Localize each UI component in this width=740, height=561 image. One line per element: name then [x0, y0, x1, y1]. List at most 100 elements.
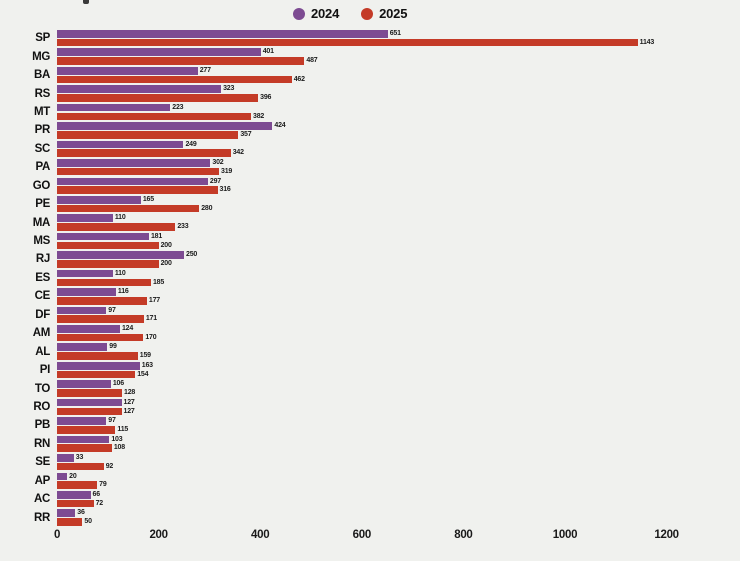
value-label: 33 [75, 454, 84, 462]
category-label: SP [35, 32, 50, 45]
value-label: 170 [145, 333, 157, 341]
category-label: PR [34, 124, 51, 137]
category-label: AC [33, 493, 50, 506]
bar-2025 [57, 352, 138, 360]
bar-2025 [57, 75, 292, 84]
category-label: RJ [35, 253, 50, 266]
category-label: GO [32, 179, 51, 192]
legend-label: 2024 [311, 6, 340, 21]
value-label: 79 [99, 481, 107, 489]
bar-2024 [57, 417, 107, 425]
category-label: RR [33, 511, 50, 524]
bar-2025 [57, 57, 305, 65]
bar-2025 [57, 94, 259, 102]
chart-row: AP 20 79 [0, 472, 740, 490]
legend-item-2025: 2025 [361, 6, 407, 21]
bar-2025 [57, 296, 147, 305]
value-label: 92 [105, 462, 114, 470]
chart-row: MT 223 382 [0, 103, 740, 121]
category-label: PA [35, 161, 50, 174]
bar-2024 [57, 343, 108, 352]
value-label: 277 [199, 66, 211, 74]
value-label: 163 [141, 361, 153, 369]
chart-row: RO 127 127 [0, 398, 740, 416]
bar-2024 [57, 85, 222, 93]
value-label: 319 [221, 167, 233, 175]
chart-row: TO 106 128 [0, 379, 740, 397]
bar-2024 [57, 251, 184, 259]
value-label: 249 [185, 140, 197, 148]
chart-row: RN 103 108 [0, 435, 740, 453]
x-tick-label: 1200 [654, 529, 679, 541]
value-label: 115 [117, 426, 129, 433]
value-label: 424 [274, 122, 286, 130]
value-label: 99 [109, 343, 117, 351]
bar-2024 [57, 490, 91, 499]
value-label: 302 [212, 159, 224, 167]
category-label: AM [32, 327, 51, 340]
category-label: RS [34, 87, 51, 100]
bar-2024 [57, 509, 76, 517]
value-label: 110 [114, 269, 126, 277]
chart-row: AM 124 170 [0, 324, 740, 342]
value-label: 297 [209, 177, 221, 185]
bar-2024 [57, 435, 110, 444]
bar-2025 [57, 407, 122, 416]
value-label: 250 [186, 251, 198, 259]
category-label: PE [35, 198, 50, 211]
value-label: 357 [240, 131, 252, 138]
x-axis: 0 200 400 600 800 1000 1200 [0, 529, 740, 549]
value-label: 106 [112, 380, 124, 388]
value-label: 280 [201, 204, 213, 212]
bar-2025 [57, 333, 144, 342]
bar-2025 [57, 518, 83, 526]
chart-row: MG 401 487 [0, 47, 740, 65]
value-label: 200 [160, 241, 172, 249]
chart-row: BA 277 462 [0, 66, 740, 84]
bar-2024 [57, 48, 261, 57]
bar-2025 [57, 112, 252, 121]
value-label: 128 [124, 389, 136, 397]
chart-row: RR 36 50 [0, 508, 740, 526]
category-label: SE [35, 456, 50, 469]
value-label: 323 [223, 85, 235, 93]
category-label: ES [35, 271, 50, 284]
value-label: 110 [114, 214, 126, 222]
category-label: TO [34, 382, 50, 395]
chart-row: CE 116 177 [0, 287, 740, 305]
bar-2024 [57, 398, 122, 407]
value-label: 316 [219, 186, 231, 194]
bar-2024 [57, 232, 149, 241]
chart-row: MS 181 200 [0, 232, 740, 250]
value-label: 127 [123, 407, 135, 415]
legend-item-2024: 2024 [293, 6, 339, 21]
value-label: 36 [77, 509, 85, 517]
category-label: AL [35, 345, 50, 358]
chart-row: SE 33 92 [0, 453, 740, 471]
value-label: 124 [121, 325, 134, 333]
bar-2024 [57, 195, 141, 204]
bar-2024 [57, 122, 273, 130]
bar-2024 [57, 214, 113, 222]
bar-2025 [57, 149, 231, 158]
value-label: 223 [172, 103, 184, 111]
category-label: RO [33, 400, 50, 413]
value-label: 159 [139, 352, 151, 360]
value-label: 200 [160, 260, 172, 268]
bar-2024 [57, 66, 198, 75]
value-label: 50 [84, 518, 92, 526]
legend-label: 2025 [379, 6, 408, 21]
bar-2025 [57, 481, 98, 489]
bar-2024 [57, 30, 388, 38]
chart-row: AC 66 72 [0, 490, 740, 508]
value-label: 185 [152, 278, 165, 286]
category-label: MA [32, 216, 51, 229]
x-tick-label: 400 [251, 529, 270, 541]
x-tick-label: 600 [352, 529, 372, 541]
bar-2024 [57, 177, 208, 186]
value-label: 97 [108, 306, 116, 314]
chart-row: GO 297 316 [0, 177, 740, 195]
value-label: 396 [260, 94, 272, 102]
value-label: 66 [92, 490, 101, 498]
x-tick-label: 0 [53, 529, 61, 541]
